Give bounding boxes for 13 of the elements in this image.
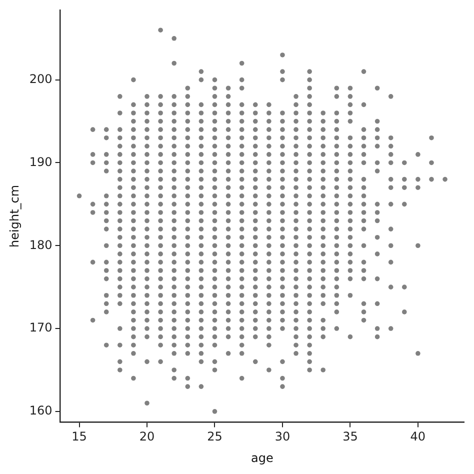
x-tick-label: 20 bbox=[139, 430, 155, 444]
x-tick-label: 35 bbox=[342, 430, 358, 444]
x-tick-label: 15 bbox=[72, 430, 87, 444]
y-tick-label: 180 bbox=[29, 238, 52, 252]
x-tick-label: 40 bbox=[410, 430, 426, 444]
y-tick-label: 190 bbox=[29, 154, 52, 169]
x-axis-title: age bbox=[250, 450, 274, 465]
x-tick-label: 30 bbox=[274, 430, 290, 444]
y-axis-title: height_cm bbox=[7, 184, 22, 248]
y-tick-label: 170 bbox=[29, 320, 52, 335]
x-tick-label: 25 bbox=[207, 430, 222, 444]
y-tick-label: 200 bbox=[29, 72, 52, 86]
y-tick-label: 160 bbox=[29, 404, 52, 418]
